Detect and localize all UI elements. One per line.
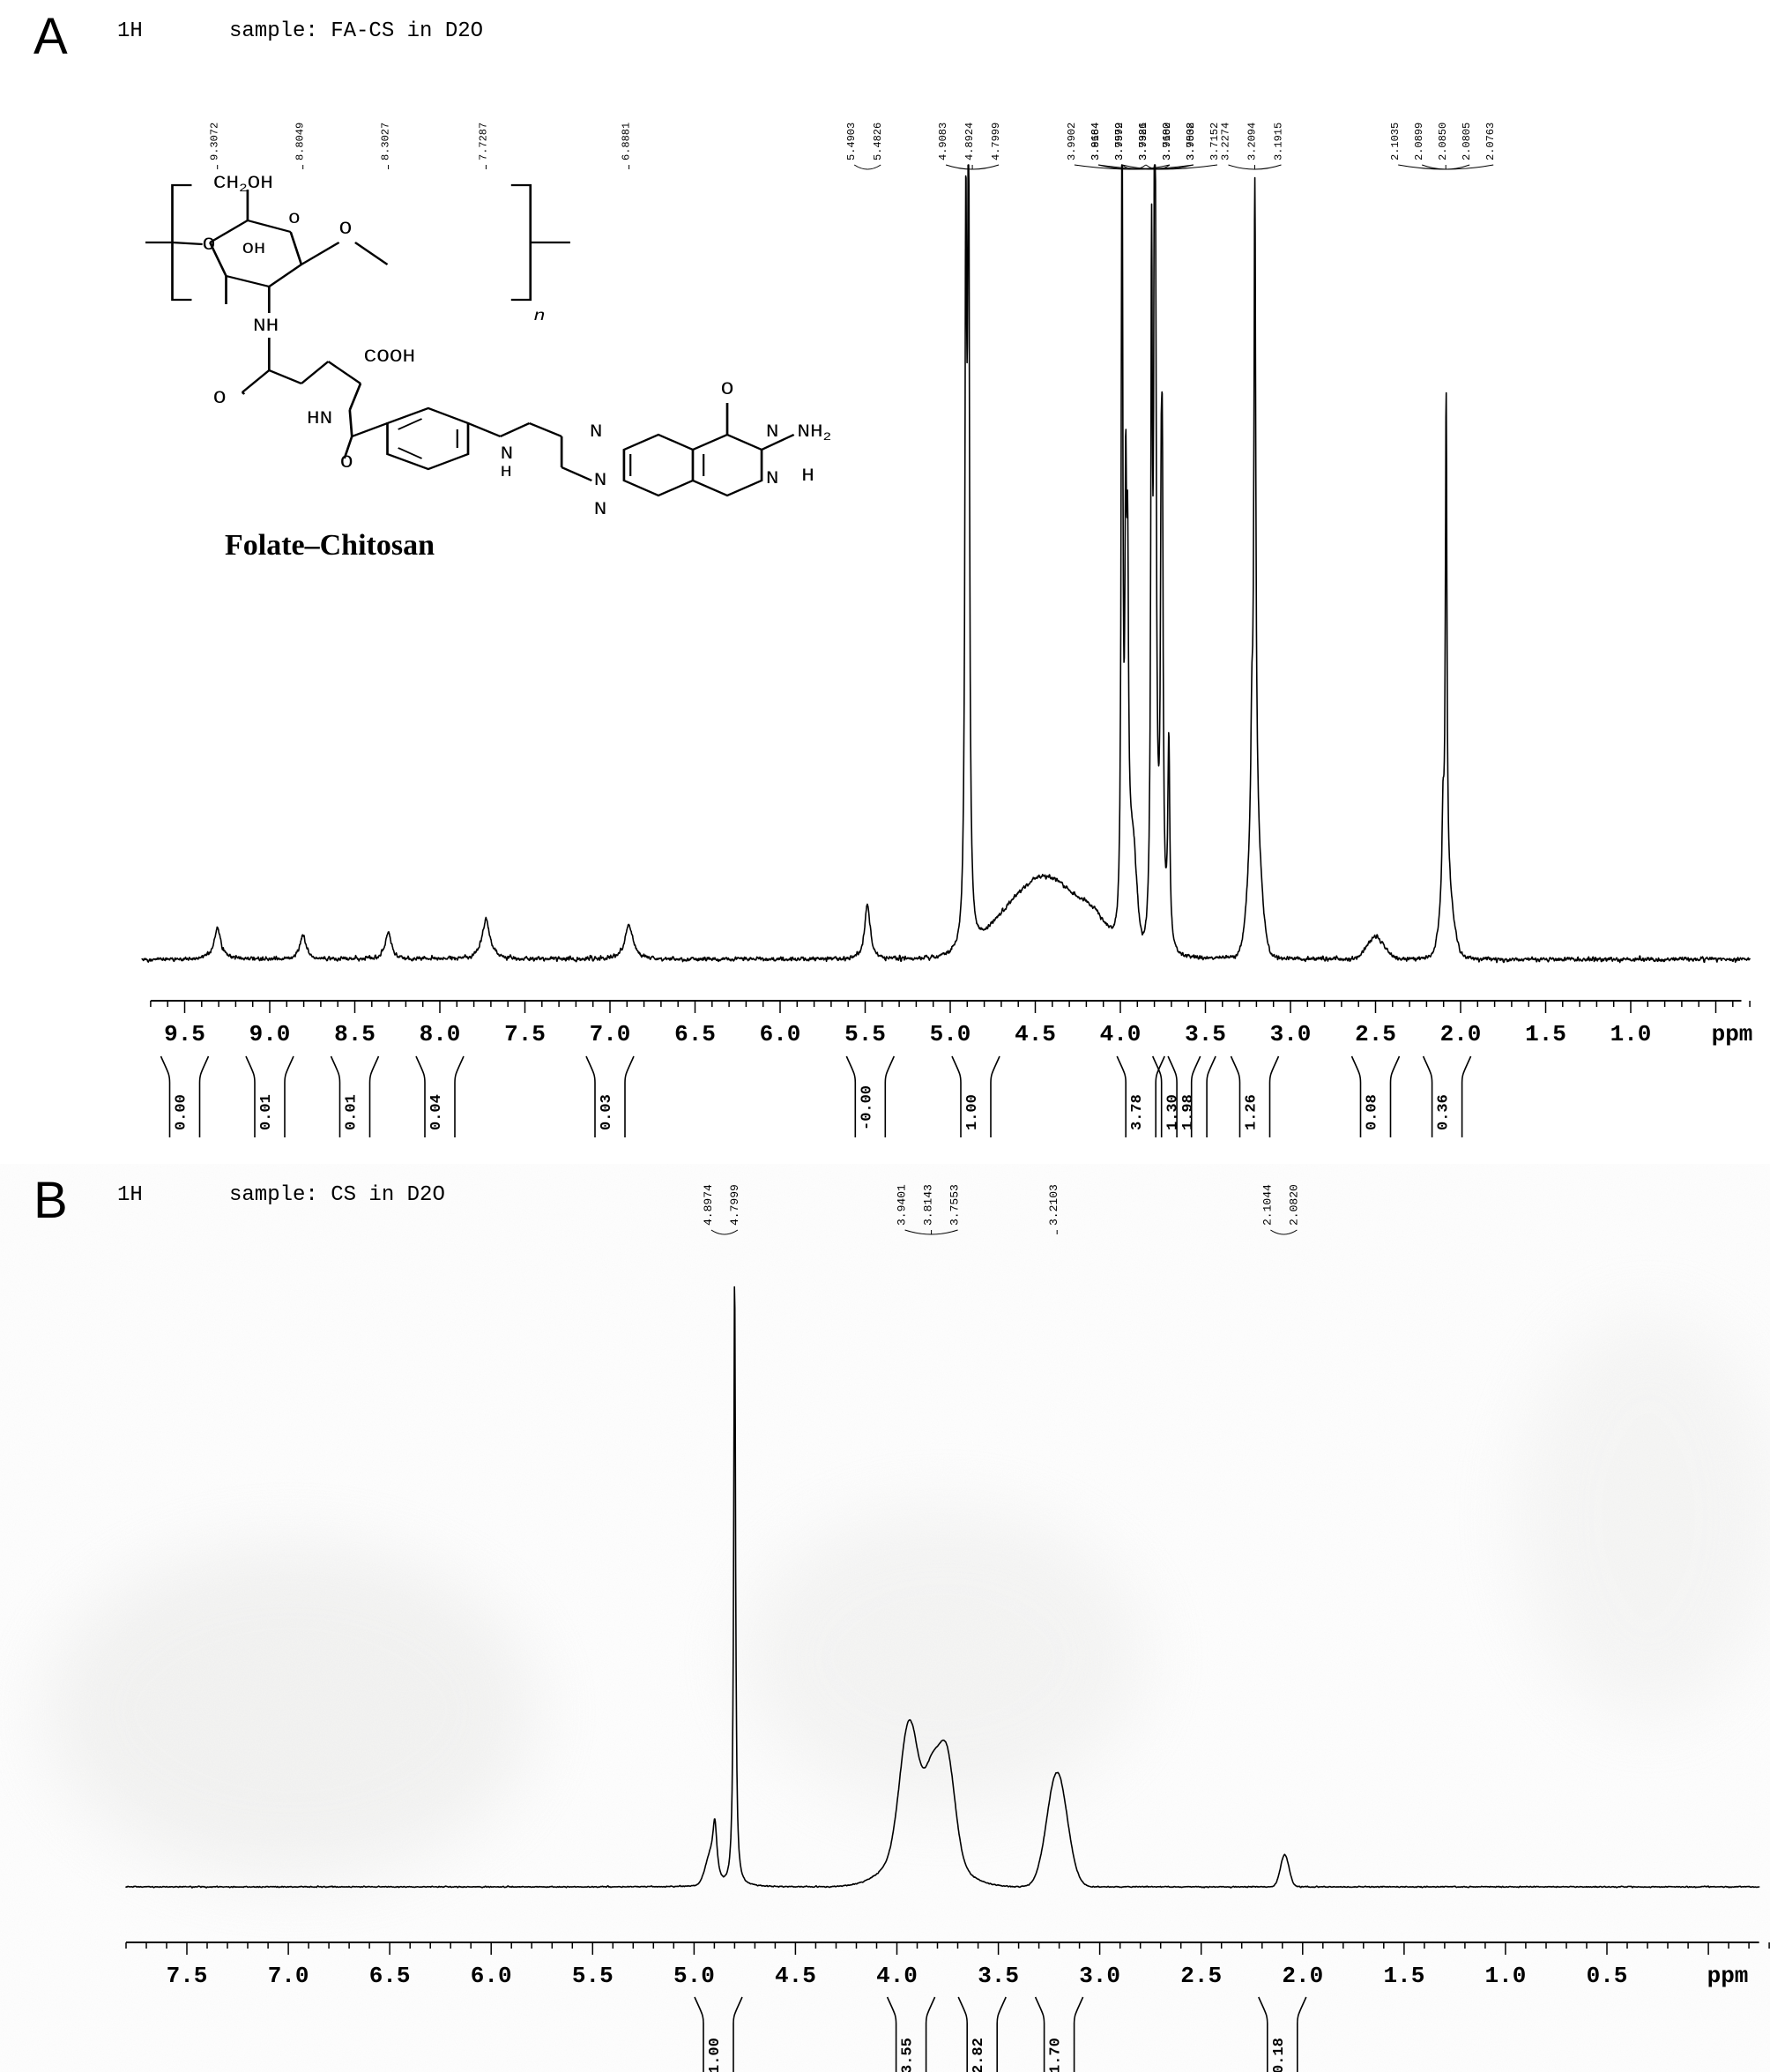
svg-text:2.0: 2.0 bbox=[1440, 1021, 1482, 1047]
svg-text:7.0: 7.0 bbox=[268, 1963, 309, 1989]
svg-text:ppm: ppm bbox=[1712, 1021, 1753, 1047]
svg-text:6.0: 6.0 bbox=[471, 1963, 512, 1989]
svg-text:3.0: 3.0 bbox=[1270, 1021, 1312, 1047]
svg-text:1.0: 1.0 bbox=[1484, 1963, 1526, 1989]
svg-text:2.0: 2.0 bbox=[1282, 1963, 1323, 1989]
svg-text:3.5: 3.5 bbox=[1185, 1021, 1226, 1047]
svg-text:7.0: 7.0 bbox=[590, 1021, 631, 1047]
svg-text:4.0: 4.0 bbox=[876, 1963, 918, 1989]
svg-text:4.5: 4.5 bbox=[1015, 1021, 1056, 1047]
svg-text:5.0: 5.0 bbox=[930, 1021, 971, 1047]
svg-text:6.0: 6.0 bbox=[760, 1021, 801, 1047]
svg-text:2.5: 2.5 bbox=[1355, 1021, 1396, 1047]
svg-text:4.5: 4.5 bbox=[775, 1963, 816, 1989]
svg-text:8.5: 8.5 bbox=[334, 1021, 376, 1047]
svg-text:9.0: 9.0 bbox=[249, 1021, 291, 1047]
svg-text:2.5: 2.5 bbox=[1180, 1963, 1222, 1989]
svg-text:7.5: 7.5 bbox=[504, 1021, 546, 1047]
svg-text:3.5: 3.5 bbox=[978, 1963, 1019, 1989]
svg-text:4.0: 4.0 bbox=[1100, 1021, 1142, 1047]
svg-text:1.5: 1.5 bbox=[1383, 1963, 1424, 1989]
svg-text:0.5: 0.5 bbox=[1587, 1963, 1628, 1989]
svg-text:3.0: 3.0 bbox=[1079, 1963, 1120, 1989]
svg-text:ppm: ppm bbox=[1707, 1963, 1749, 1989]
svg-text:1.5: 1.5 bbox=[1525, 1021, 1566, 1047]
svg-text:6.5: 6.5 bbox=[674, 1021, 716, 1047]
svg-text:5.5: 5.5 bbox=[844, 1021, 886, 1047]
svg-text:6.5: 6.5 bbox=[369, 1963, 411, 1989]
svg-text:7.5: 7.5 bbox=[167, 1963, 208, 1989]
svg-text:5.5: 5.5 bbox=[572, 1963, 614, 1989]
svg-text:8.0: 8.0 bbox=[420, 1021, 461, 1047]
svg-text:1.0: 1.0 bbox=[1610, 1021, 1652, 1047]
svg-text:9.5: 9.5 bbox=[164, 1021, 205, 1047]
svg-text:5.0: 5.0 bbox=[673, 1963, 715, 1989]
